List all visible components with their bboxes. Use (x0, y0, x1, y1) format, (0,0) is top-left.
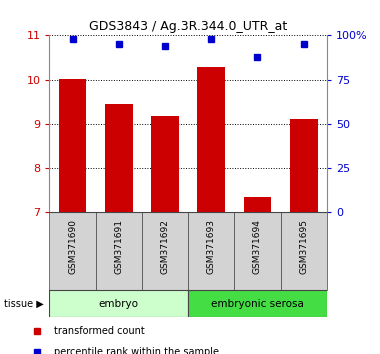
Bar (280, 212, 327, 290)
Text: embryo: embryo (99, 298, 139, 309)
Text: embryonic serosa: embryonic serosa (211, 298, 304, 309)
Text: percentile rank within the sample: percentile rank within the sample (54, 347, 219, 354)
Text: GSM371690: GSM371690 (68, 219, 77, 274)
Bar (105, 104, 133, 212)
Bar (244, 197, 271, 212)
Text: GSM371691: GSM371691 (114, 219, 123, 274)
Text: GSM371692: GSM371692 (160, 219, 169, 274)
Title: GDS3843 / Ag.3R.344.0_UTR_at: GDS3843 / Ag.3R.344.0_UTR_at (89, 20, 287, 33)
Text: GSM371693: GSM371693 (207, 219, 216, 274)
Bar (96, 212, 142, 290)
Text: GSM371694: GSM371694 (253, 219, 262, 274)
Text: tissue ▶: tissue ▶ (4, 298, 44, 309)
Bar (188, 290, 327, 317)
Bar (290, 119, 318, 212)
Bar (197, 67, 225, 212)
Bar (59, 79, 86, 212)
Bar (188, 212, 234, 290)
Text: transformed count: transformed count (54, 326, 144, 336)
Bar (151, 116, 179, 212)
Text: GSM371695: GSM371695 (299, 219, 308, 274)
Bar (49, 212, 96, 290)
Bar (142, 212, 188, 290)
Bar (234, 212, 280, 290)
Bar (49, 290, 188, 317)
